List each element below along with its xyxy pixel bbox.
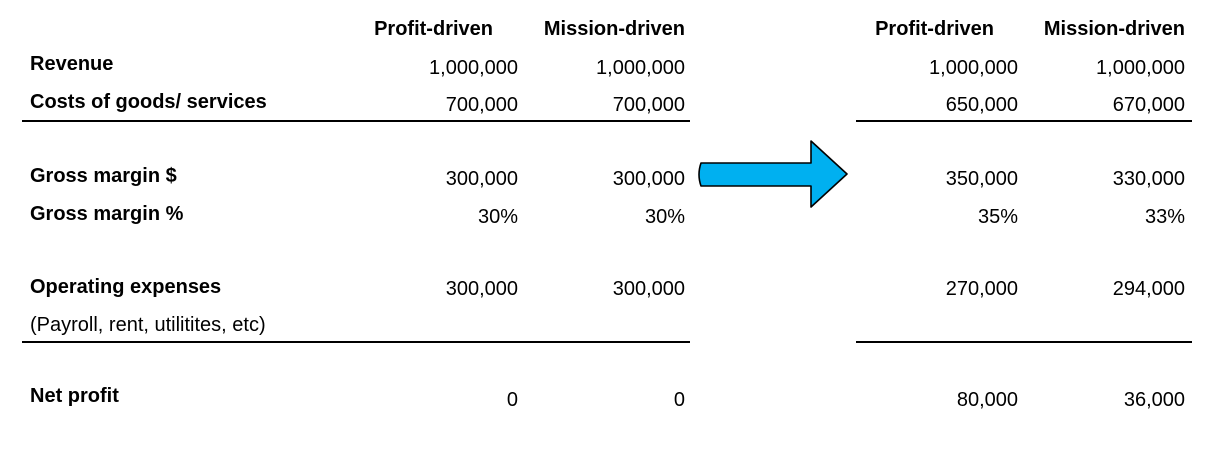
right-mission-gross-margin-pct: 33% <box>1144 206 1185 228</box>
left-profit-opex: 300,000 <box>445 278 518 300</box>
left-mission-opex: 300,000 <box>612 278 685 300</box>
left-mission-revenue: 1,000,000 <box>596 57 685 79</box>
row-label-revenue: Revenue <box>30 53 114 75</box>
right-header-profit-driven: Profit-driven <box>875 18 994 40</box>
right-profit-opex: 270,000 <box>945 278 1018 300</box>
row-label-opex: Operating expenses <box>30 276 222 298</box>
row-label-net-profit: Net profit <box>30 385 119 407</box>
left-header-mission-driven: Mission-driven <box>543 18 685 40</box>
row-label-gross-margin-pct: Gross margin % <box>30 203 184 225</box>
right-header-mission-driven: Mission-driven <box>1043 18 1185 40</box>
right-profit-net-profit: 80,000 <box>956 389 1018 411</box>
right-mission-opex: 294,000 <box>1112 278 1185 300</box>
left-profit-gross-margin-dollar: 300,000 <box>445 168 518 190</box>
left-profit-cogs: 700,000 <box>445 94 518 116</box>
left-mission-gross-margin-dollar: 300,000 <box>612 168 685 190</box>
left-header-profit-driven: Profit-driven <box>374 18 493 40</box>
right-arrow-shape <box>698 140 848 208</box>
right-divider-2 <box>856 341 1192 343</box>
left-profit-gross-margin-pct: 30% <box>477 206 518 228</box>
row-label-gross-margin-dollar: Gross margin $ <box>30 165 177 187</box>
left-mission-cogs: 700,000 <box>612 94 685 116</box>
right-mission-revenue: 1,000,000 <box>1096 57 1185 79</box>
right-profit-gross-margin-dollar: 350,000 <box>945 168 1018 190</box>
left-divider-1 <box>22 120 690 122</box>
right-divider-1 <box>856 120 1192 122</box>
right-profit-cogs: 650,000 <box>945 94 1018 116</box>
left-divider-2 <box>22 341 690 343</box>
right-mission-cogs: 670,000 <box>1112 94 1185 116</box>
left-mission-net-profit: 0 <box>673 389 685 411</box>
right-profit-revenue: 1,000,000 <box>929 57 1018 79</box>
right-mission-net-profit: 36,000 <box>1123 389 1185 411</box>
right-arrow-icon <box>698 140 848 208</box>
left-profit-revenue: 1,000,000 <box>429 57 518 79</box>
row-note-opex: (Payroll, rent, utilitites, etc) <box>30 314 266 336</box>
row-label-cogs: Costs of goods/ services <box>30 91 267 113</box>
left-profit-net-profit: 0 <box>506 389 518 411</box>
left-mission-gross-margin-pct: 30% <box>644 206 685 228</box>
right-mission-gross-margin-dollar: 330,000 <box>1112 168 1185 190</box>
right-profit-gross-margin-pct: 35% <box>977 206 1018 228</box>
